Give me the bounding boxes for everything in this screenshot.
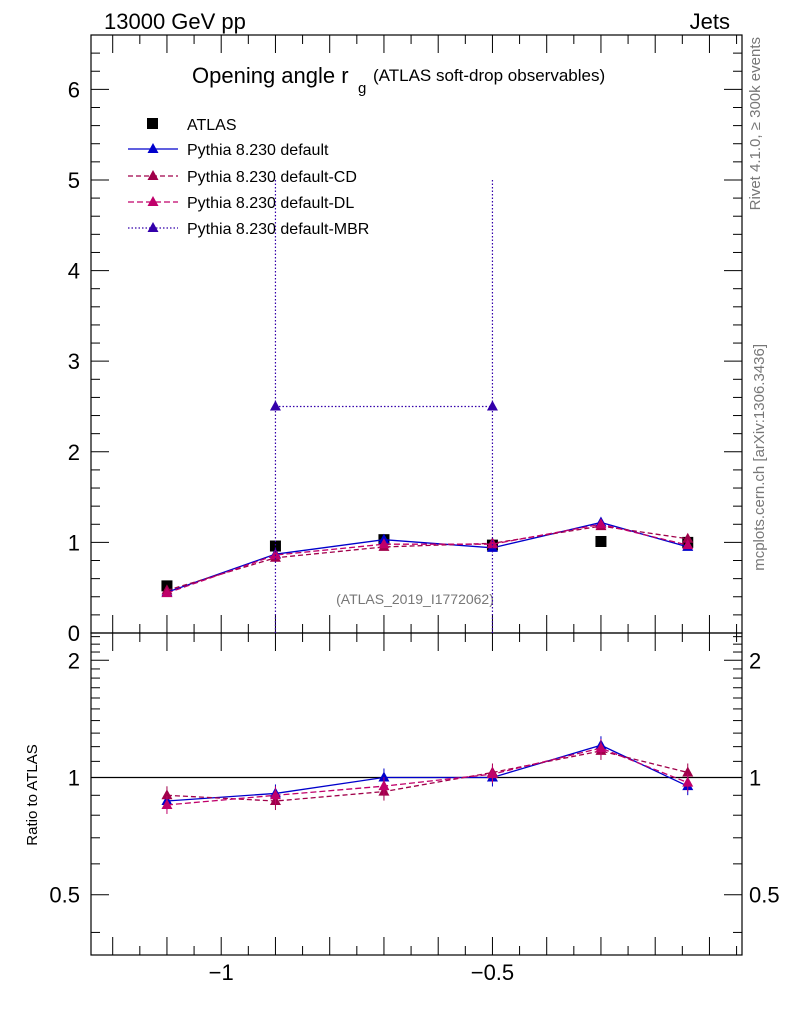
ratio-series: [91, 736, 742, 814]
ratio-marker-cd: [161, 789, 173, 800]
mcplots-label: mcplots.cern.ch [arXiv:1306.3436]: [751, 344, 768, 571]
marker-mbr: [269, 400, 281, 411]
plot-title-main: Opening angle r: [192, 63, 349, 88]
series-line-dl: [166, 523, 688, 594]
rivet-version-label: Rivet 4.1.0, ≥ 300k events: [747, 37, 764, 210]
legend-label-atlas: ATLAS: [187, 117, 237, 134]
marker-dl: [378, 538, 390, 549]
category-label: Jets: [690, 9, 730, 34]
ratio-marker-dl: [378, 780, 390, 791]
marker-dl: [682, 539, 694, 550]
legend-marker-mbr: [147, 222, 159, 232]
ratio-panel-frame: [90, 632, 743, 956]
y-tick-label: 2: [68, 440, 80, 465]
ratio-y-tick-label-right: 2: [749, 648, 761, 673]
y-tick-label: 5: [68, 168, 80, 193]
x-axis-ticks: −1 −0.5: [112, 35, 738, 985]
ratio-marker-dl: [595, 742, 607, 753]
main-axis-ticks: 0 1 2 3 4 5 6: [68, 34, 742, 646]
data-point-atlas: [269, 540, 281, 552]
legend: ATLAS Pythia 8.230 default Pythia 8.230 …: [128, 117, 369, 238]
ratio-marker-default: [378, 771, 390, 782]
marker-dl: [595, 518, 607, 529]
x-tick-label: −1: [209, 960, 234, 985]
y-tick-label: 6: [68, 77, 80, 102]
y-tick-label: 0: [68, 621, 80, 646]
series-line-default: [166, 521, 688, 593]
ratio-line-cd: [166, 750, 688, 802]
legend-marker-cd: [147, 170, 159, 180]
plot-title-subscript: g: [358, 80, 366, 97]
marker-dl: [161, 587, 173, 598]
ratio-marker-dl: [161, 798, 173, 809]
main-series: [161, 179, 694, 633]
x-tick-label: −0.5: [471, 960, 514, 985]
ratio-line-default: [166, 744, 689, 802]
legend-marker-dl: [147, 196, 159, 206]
ratio-marker-dl: [269, 789, 281, 800]
ratio-y-tick-label: 2: [68, 648, 80, 673]
legend-marker-default: [147, 143, 159, 153]
ratio-y-tick-label-right: 1: [749, 765, 761, 790]
legend-label-default: Pythia 8.230 default: [187, 142, 329, 159]
plot-title-suffix: (ATLAS soft-drop observables): [373, 66, 605, 85]
plot-title: Opening angle r: [192, 63, 349, 88]
ratio-marker-dl: [682, 776, 694, 787]
data-point-atlas: [595, 535, 607, 547]
collision-label: 13000 GeV pp: [104, 9, 246, 34]
marker-dl: [486, 538, 498, 549]
ratio-axis-label: Ratio to ATLAS: [24, 744, 41, 845]
ratio-y-tick-label-right: 0.5: [749, 883, 780, 908]
ratio-marker-cd: [682, 766, 694, 777]
y-tick-label: 4: [68, 259, 80, 284]
y-tick-label: 3: [68, 349, 80, 374]
y-tick-label: 1: [68, 530, 80, 555]
ratio-axis-ticks: 0.5 0.5 1 1 2 2: [49, 636, 780, 933]
legend-marker-atlas: [147, 118, 158, 129]
analysis-tag: (ATLAS_2019_I1772062): [336, 591, 494, 607]
ratio-y-tick-label: 0.5: [49, 883, 80, 908]
series-line-cd: [166, 525, 688, 592]
ratio-y-tick-label: 1: [68, 765, 80, 790]
ratio-marker-dl: [486, 768, 498, 779]
legend-label-mbr: Pythia 8.230 default-MBR: [187, 221, 369, 238]
ratio-line-dl: [166, 747, 688, 806]
legend-label-cd: Pythia 8.230 default-CD: [187, 169, 357, 186]
marker-cd: [682, 532, 694, 543]
legend-label-dl: Pythia 8.230 default-DL: [187, 195, 354, 212]
marker-mbr: [486, 400, 498, 411]
marker-dl: [269, 549, 281, 560]
